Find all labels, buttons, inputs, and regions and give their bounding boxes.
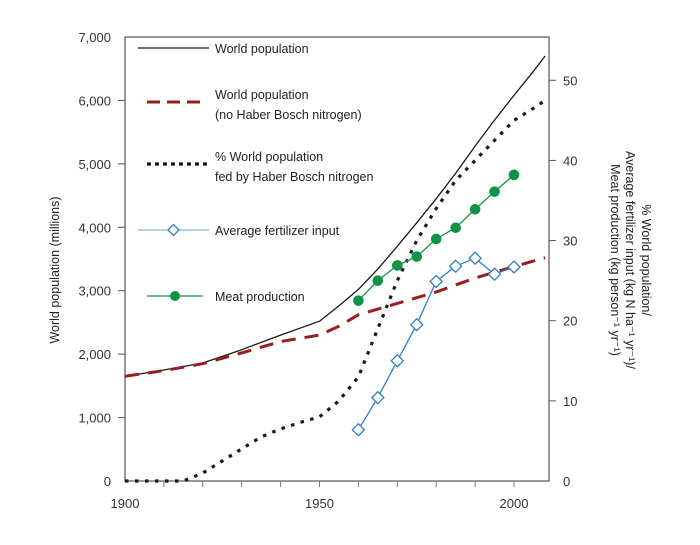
legend-label: Average fertilizer input	[215, 224, 340, 238]
y-left-tick-label: 7,000	[78, 30, 111, 45]
y-left-tick-label: 2,000	[78, 347, 111, 362]
y-right-tick-label: 0	[563, 474, 570, 489]
y-left-axis-title: World population (millions)	[48, 196, 62, 343]
meat-data-point	[508, 169, 520, 181]
legend-diamond-icon	[167, 223, 180, 237]
x-tick-label: 1900	[111, 496, 140, 511]
x-tick-label: 2000	[500, 496, 529, 511]
axes: 0 1,000 2,000 3,000 4,000 5,000 6,000 7,000 0 10 2…	[48, 30, 653, 511]
meat-data-point	[450, 222, 461, 234]
meat-data-point	[430, 233, 442, 245]
y-left-tick-label: 4,000	[78, 220, 111, 235]
series-line-2	[125, 98, 547, 483]
y-left-tick-label: 6,000	[78, 93, 111, 108]
meat-data-point	[469, 204, 481, 215]
y-right-tick-label: 50	[563, 73, 577, 88]
y-right-tick-label: 10	[563, 394, 577, 409]
fertilizer-data-point	[448, 259, 463, 274]
y-right-axis-title-line: % World population/	[639, 204, 653, 316]
fertilizer-data-point	[351, 422, 366, 437]
legend-label: fed by Haber Bosch nitrogen	[215, 170, 373, 184]
fertilizer-data-point	[370, 390, 385, 405]
fertilizer-data-point	[507, 260, 521, 274]
y-right-axis-title-line: Meat production (kg person⁻¹ yr⁻¹)	[608, 164, 622, 356]
series-line-1	[124, 256, 546, 378]
meat-data-point	[372, 275, 384, 286]
legend-label: Meat production	[215, 290, 305, 304]
y-right-tick-label: 40	[563, 153, 577, 168]
meat-data-point	[391, 260, 403, 271]
meat-data-point	[489, 186, 500, 197]
fertilizer-data-point	[429, 274, 444, 289]
fertilizer-data-point	[390, 353, 405, 368]
x-tick-label: 1950	[305, 496, 334, 511]
meat-data-point	[353, 295, 364, 306]
y-right-tick-label: 30	[563, 234, 577, 249]
y-left-tick-label: 5,000	[78, 157, 111, 172]
fertilizer-data-point	[468, 251, 483, 266]
y-left-tick-label: 0	[104, 474, 111, 489]
series-line-0	[124, 55, 546, 377]
legend-label: World population	[215, 88, 309, 102]
y-left-tick-label: 1,000	[78, 411, 111, 426]
y-right-tick-label: 20	[563, 314, 577, 329]
fertilizer-data-point	[487, 267, 502, 282]
meat-data-point	[411, 251, 423, 262]
plot-frame	[124, 36, 550, 482]
legend-label: % World population	[215, 150, 323, 164]
legend-label: World population	[215, 42, 309, 56]
y-right-axis-title-line: Average fertilizer input (kg N ha⁻¹ yr⁻¹…	[623, 151, 637, 369]
legend-label: (no Haber Bosch nitrogen)	[215, 108, 362, 122]
fertilizer-data-point	[409, 317, 424, 332]
y-left-tick-label: 3,000	[78, 284, 111, 299]
series-layer	[124, 55, 547, 483]
legend-circle-icon	[170, 291, 180, 301]
legend: World population World population (no Habe…	[138, 42, 373, 304]
